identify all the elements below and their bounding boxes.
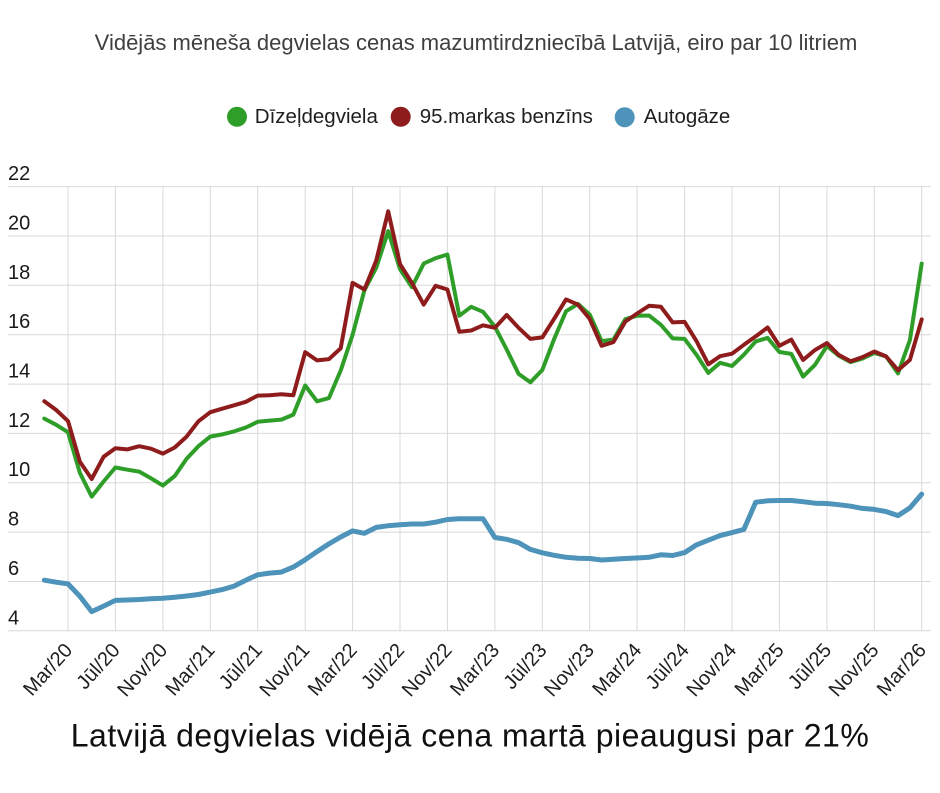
svg-text:18: 18 xyxy=(8,262,30,284)
svg-text:Latvijā degvielas vidējā cena: Latvijā degvielas vidējā cena martā piea… xyxy=(71,718,870,754)
svg-text:Dīzeļdegviela: Dīzeļdegviela xyxy=(255,105,379,128)
svg-text:10: 10 xyxy=(8,459,30,481)
svg-text:4: 4 xyxy=(8,607,19,629)
svg-text:12: 12 xyxy=(8,410,30,432)
svg-text:16: 16 xyxy=(8,311,30,333)
svg-text:20: 20 xyxy=(8,213,30,235)
svg-text:22: 22 xyxy=(8,163,30,185)
svg-text:8: 8 xyxy=(8,509,19,531)
svg-text:Autogāze: Autogāze xyxy=(644,105,731,128)
svg-text:14: 14 xyxy=(8,361,30,383)
svg-text:6: 6 xyxy=(8,558,19,580)
svg-text:95.markas benzīns: 95.markas benzīns xyxy=(420,105,593,128)
svg-text:Vidējās mēneša degvielas cenas: Vidējās mēneša degvielas cenas mazumtird… xyxy=(95,30,858,55)
